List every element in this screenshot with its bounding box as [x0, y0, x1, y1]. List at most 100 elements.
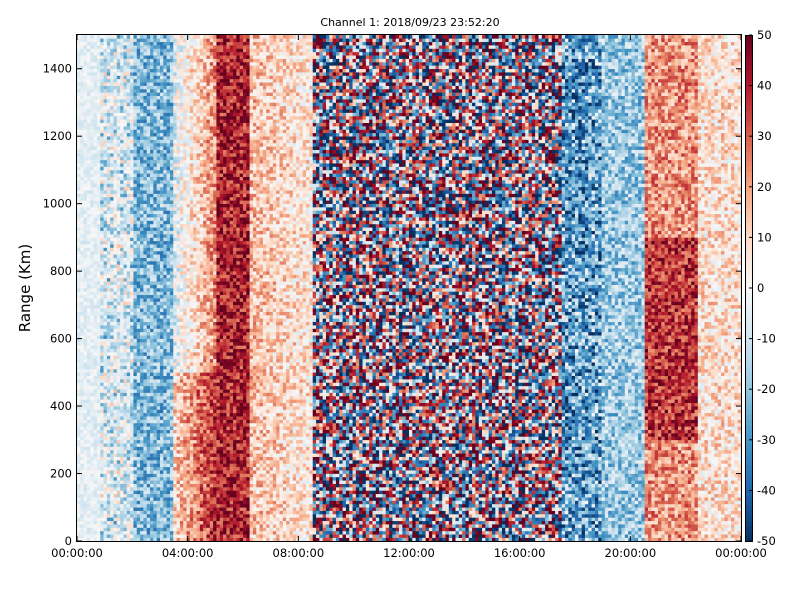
heatmap-cell: [94, 170, 98, 174]
heatmap-cell: [123, 477, 127, 481]
heatmap-cell: [157, 224, 161, 228]
heatmap-cell: [133, 355, 137, 359]
heatmap-cell: [100, 89, 104, 93]
heatmap-cell: [84, 207, 88, 211]
heatmap-cell: [107, 521, 111, 525]
heatmap-cell: [90, 426, 94, 430]
heatmap-cell: [87, 241, 91, 245]
heatmap-cell: [120, 328, 124, 332]
heatmap-cell: [97, 92, 101, 96]
heatmap-cell: [120, 55, 124, 59]
heatmap-cell: [137, 298, 141, 302]
heatmap-cell: [143, 440, 147, 444]
heatmap-cell: [140, 386, 144, 390]
heatmap-cell: [100, 69, 104, 73]
heatmap-cell: [180, 531, 184, 535]
heatmap-cell: [150, 234, 154, 238]
heatmap-cell: [160, 426, 164, 430]
heatmap-cell: [180, 187, 184, 191]
heatmap-cell: [77, 332, 81, 336]
heatmap-cell: [170, 511, 174, 515]
heatmap-cell: [163, 281, 167, 285]
heatmap-cell: [104, 231, 108, 235]
heatmap-cell: [170, 423, 174, 427]
heatmap-cell: [157, 538, 161, 542]
heatmap-cell: [120, 447, 124, 451]
heatmap-cell: [90, 531, 94, 535]
heatmap-cell: [130, 453, 134, 457]
heatmap-cell: [187, 487, 191, 491]
heatmap-cell: [153, 241, 157, 245]
heatmap-cell: [157, 332, 161, 336]
heatmap-cell: [94, 528, 98, 532]
heatmap-cell: [104, 234, 108, 238]
heatmap-cell: [127, 59, 131, 63]
heatmap-cell: [110, 352, 114, 356]
heatmap-cell: [90, 447, 94, 451]
heatmap-cell: [107, 86, 111, 90]
heatmap-cell: [153, 82, 157, 86]
heatmap-cell: [87, 221, 91, 225]
heatmap-cell: [97, 382, 101, 386]
heatmap-cell: [77, 55, 81, 59]
heatmap-cell: [170, 62, 174, 66]
heatmap-cell: [94, 325, 98, 329]
heatmap-cell: [133, 420, 137, 424]
heatmap-cell: [100, 92, 104, 96]
heatmap-cell: [127, 183, 131, 187]
heatmap-cell: [150, 65, 154, 69]
heatmap-cell: [137, 194, 141, 198]
heatmap-cell: [94, 524, 98, 528]
heatmap-cell: [180, 221, 184, 225]
heatmap-cell: [160, 450, 164, 454]
heatmap-cell: [107, 285, 111, 289]
heatmap-cell: [147, 430, 151, 434]
heatmap-cell: [114, 372, 118, 376]
heatmap-cell: [87, 494, 91, 498]
heatmap-cell: [123, 528, 127, 532]
heatmap-cell: [87, 345, 91, 349]
heatmap-cell: [140, 501, 144, 505]
heatmap-cell: [104, 109, 108, 113]
heatmap-cell: [150, 433, 154, 437]
heatmap-cell: [177, 210, 181, 214]
heatmap-cell: [104, 92, 108, 96]
heatmap-cell: [130, 457, 134, 461]
heatmap-cell: [77, 241, 81, 245]
heatmap-cell: [150, 389, 154, 393]
heatmap-cell: [117, 281, 121, 285]
heatmap-cell: [97, 420, 101, 424]
heatmap-cell: [77, 45, 81, 49]
heatmap-cell: [167, 403, 171, 407]
heatmap-cell: [84, 210, 88, 214]
heatmap-cell: [87, 318, 91, 322]
heatmap-cell: [107, 150, 111, 154]
heatmap-cell: [123, 116, 127, 120]
heatmap-cell: [167, 457, 171, 461]
heatmap-cell: [133, 217, 137, 221]
heatmap-cell: [147, 416, 151, 420]
heatmap-cell: [183, 345, 187, 349]
heatmap-cell: [137, 457, 141, 461]
heatmap-cell: [107, 102, 111, 106]
heatmap-cell: [90, 167, 94, 171]
heatmap-cell: [180, 96, 184, 100]
heatmap-cell: [104, 288, 108, 292]
heatmap-cell: [177, 490, 181, 494]
heatmap-cell: [163, 96, 167, 100]
heatmap-cell: [77, 102, 81, 106]
heatmap-cell: [167, 261, 171, 265]
heatmap-cell: [137, 528, 141, 532]
heatmap-cell: [110, 156, 114, 160]
heatmap-cell: [137, 237, 141, 241]
heatmap-cell: [87, 301, 91, 305]
heatmap-cell: [84, 403, 88, 407]
heatmap-cell: [180, 42, 184, 46]
heatmap-cell: [177, 521, 181, 525]
heatmap-cell: [170, 187, 174, 191]
heatmap-cell: [100, 106, 104, 110]
heatmap-cell: [114, 460, 118, 464]
heatmap-cell: [117, 332, 121, 336]
heatmap-cell: [167, 291, 171, 295]
heatmap-cell: [160, 221, 164, 225]
